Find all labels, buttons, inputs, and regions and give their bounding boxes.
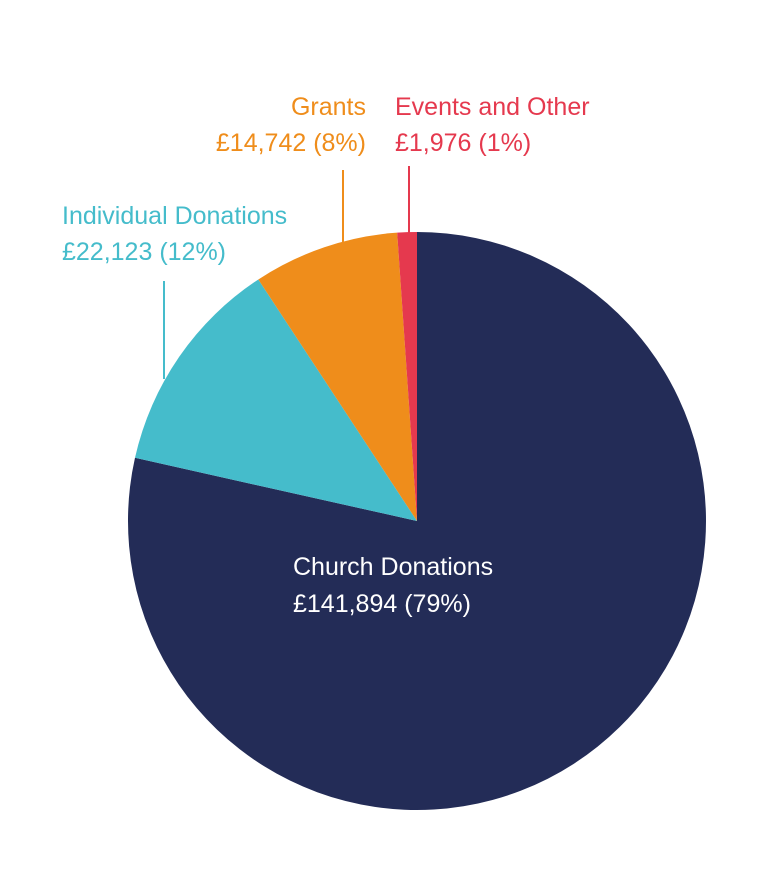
slice-label-church-donations: Church Donations	[293, 553, 493, 581]
slice-value-grants: £14,742 (8%)	[216, 129, 366, 157]
pie-slice-individual-donations	[134, 279, 417, 521]
slice-label-individual-donations: Individual Donations	[62, 202, 287, 230]
pie-slice-grants	[258, 232, 417, 521]
slice-value-events-and-other: £1,976 (1%)	[395, 129, 531, 157]
slice-label-grants: Grants	[291, 93, 366, 121]
slice-value-church-donations: £141,894 (79%)	[293, 590, 471, 618]
slice-value-individual-donations: £22,123 (12%)	[62, 238, 226, 266]
pie-slice-events-and-other	[397, 232, 417, 521]
slice-label-events-and-other: Events and Other	[395, 93, 590, 121]
